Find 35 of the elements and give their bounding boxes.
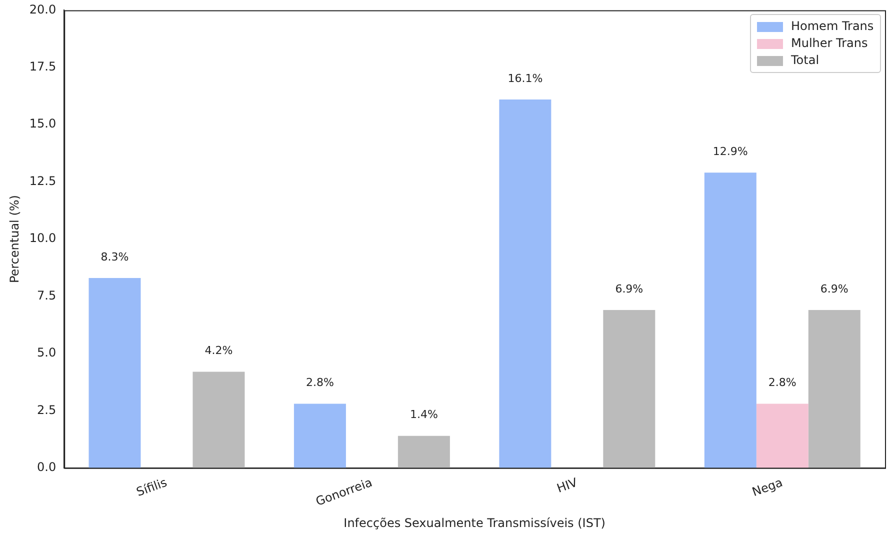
x-tick-label: Nega xyxy=(750,475,784,500)
bar xyxy=(398,436,450,468)
x-tick-label: Sífilis xyxy=(134,475,169,500)
x-axis-title: Infecções Sexualmente Transmissíveis (IST) xyxy=(344,516,606,530)
y-tick-label: 17.5 xyxy=(29,60,56,74)
y-tick-label: 12.5 xyxy=(29,174,56,188)
bar xyxy=(756,404,808,468)
bar xyxy=(808,310,860,468)
data-label: 6.9% xyxy=(615,282,644,296)
y-tick-label: 10.0 xyxy=(29,231,56,246)
data-label: 1.4% xyxy=(410,408,438,422)
bar xyxy=(499,99,552,468)
y-tick-label: 0.0 xyxy=(37,460,56,474)
data-label: 16.1% xyxy=(508,72,543,85)
y-tick-label: 15.0 xyxy=(29,116,56,131)
data-label: 12.9% xyxy=(712,145,748,158)
data-label: 8.3% xyxy=(100,250,129,264)
y-tick-label: 20.0 xyxy=(29,2,56,16)
legend-label: Mulher Trans xyxy=(791,35,868,52)
y-tick-label: 5.0 xyxy=(37,346,56,360)
bar xyxy=(603,310,656,468)
y-axis-title: Percentual (%) xyxy=(7,195,22,284)
x-tick-label: HIV xyxy=(554,474,580,496)
data-label: 2.8% xyxy=(306,376,334,390)
legend-label: Total xyxy=(791,52,820,70)
bar xyxy=(704,172,756,468)
data-label: 6.9% xyxy=(820,282,848,296)
data-label: 2.8% xyxy=(768,376,796,390)
bar xyxy=(88,278,141,468)
bar xyxy=(294,404,346,468)
y-tick-label: 7.5 xyxy=(37,288,56,302)
y-tick-label: 2.5 xyxy=(37,402,56,417)
data-label: 4.2% xyxy=(204,344,233,358)
legend-label: Homem Trans xyxy=(791,18,874,36)
bar xyxy=(192,372,245,468)
